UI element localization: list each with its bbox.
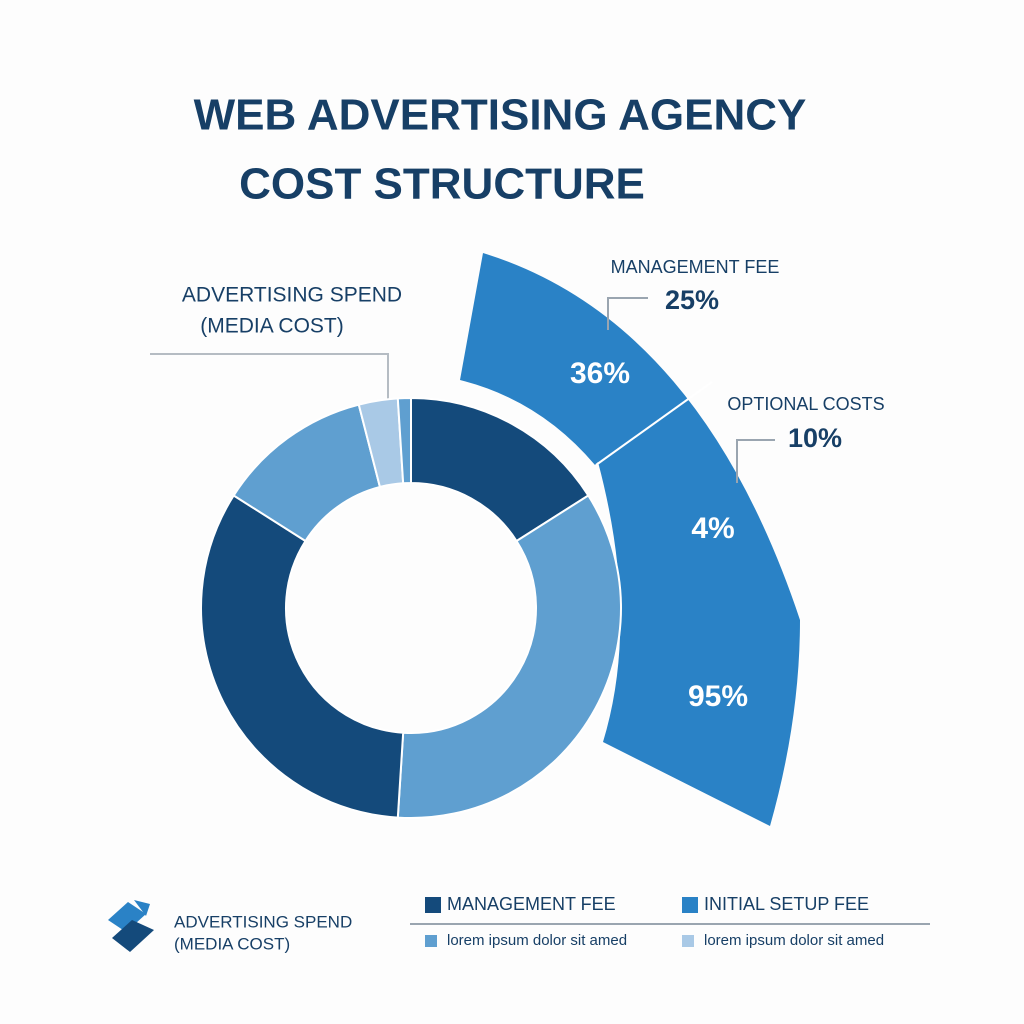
legend-label: lorem ipsum dolor sit amed: [447, 932, 627, 949]
annotation: 10%: [788, 423, 842, 453]
annotation: OPTIONAL COSTS: [727, 394, 884, 414]
donut-segment: [200, 494, 405, 819]
legend-swatch: [425, 935, 437, 947]
donut-segment: [396, 396, 412, 485]
donut-segment: [396, 494, 623, 819]
leader-line: [736, 439, 775, 483]
leader-line: [607, 297, 648, 330]
title-line: COST STRUCTURE: [239, 160, 645, 209]
icon-part: [134, 900, 150, 916]
legend-label: lorem ipsum dolor sit amed: [704, 932, 884, 949]
annotation: 25%: [665, 285, 719, 315]
legend-label: MANAGEMENT FEE: [447, 894, 616, 914]
leader-line: [150, 353, 389, 400]
footer-text: ADVERTISING SPEND: [174, 912, 352, 931]
exploded-arc: [460, 253, 800, 826]
title-line: WEB ADVERTISING AGENCY: [194, 91, 807, 140]
legend-label: INITIAL SETUP FEE: [704, 894, 869, 914]
footer-text: (MEDIA COST): [174, 934, 290, 953]
annotation: ADVERTISING SPEND: [182, 284, 402, 307]
arc-label: 4%: [691, 512, 734, 545]
arc-label: 95%: [688, 680, 748, 713]
arc-label: 36%: [570, 357, 630, 390]
icon-part: [112, 920, 154, 952]
legend-swatch: [682, 935, 694, 947]
annotation: (MEDIA COST): [200, 315, 344, 338]
footer-icon: [108, 900, 154, 952]
legend-swatch: [425, 897, 441, 913]
annotation: MANAGEMENT FEE: [611, 257, 780, 277]
arc-divider: [595, 381, 713, 466]
legend-swatch: [682, 897, 698, 913]
icon-part: [108, 902, 146, 932]
